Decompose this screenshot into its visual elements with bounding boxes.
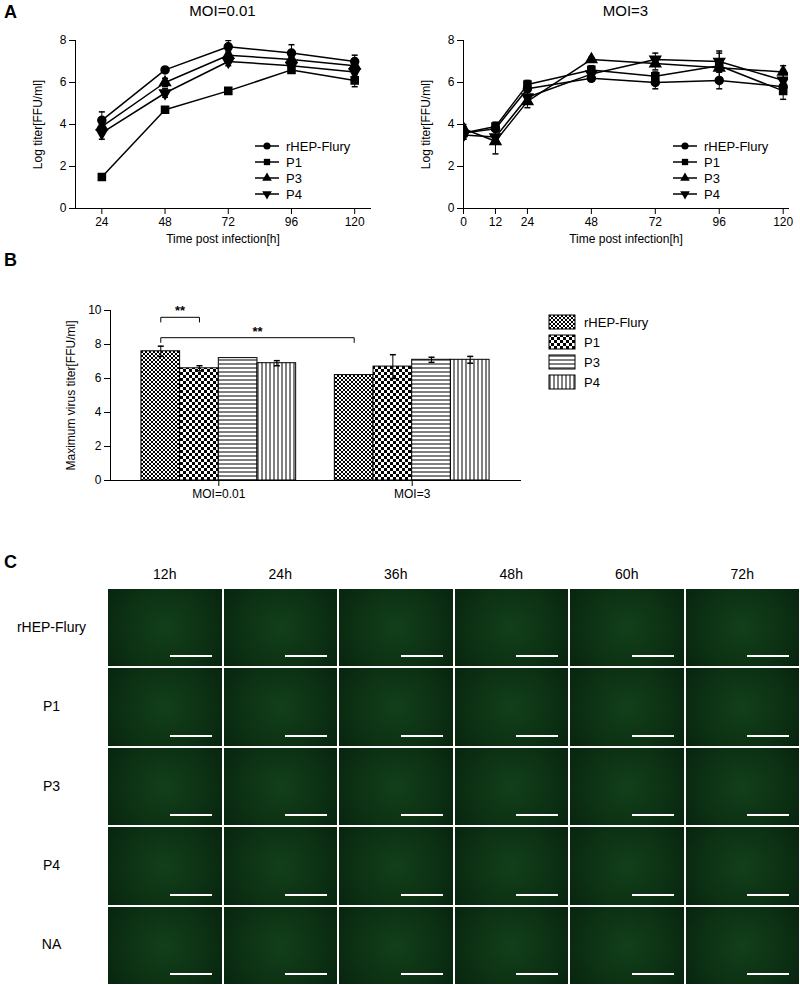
html-text:12h: 12h [153,566,177,582]
svg-text:MOI=0.01: MOI=0.01 [192,487,245,501]
html-text:rHEP-Flury: rHEP-Flury [286,138,351,154]
svg-text:4: 4 [448,117,455,131]
html-text:B: B [4,250,17,270]
html-text:P3: P3 [704,170,720,186]
svg-text:12: 12 [489,215,503,229]
svg-text:6: 6 [448,75,455,89]
html-text:P1: P1 [704,154,720,170]
svg-text:0: 0 [95,473,102,487]
html-text:P3: P3 [584,354,600,370]
html-text:P1: P1 [584,334,600,350]
svg-text:10: 10 [88,303,102,317]
svg-text:4: 4 [95,405,102,419]
html-text:P4: P4 [42,856,61,873]
svg-text:2: 2 [448,159,455,173]
svg-text:MOI=3: MOI=3 [394,487,431,501]
svg-text:Time post infection[h]: Time post infection[h] [166,232,280,246]
svg-text:8: 8 [448,33,455,47]
html-text:24h: 24h [268,566,292,582]
html-text:48h: 48h [499,566,523,582]
svg-text:48: 48 [158,215,172,229]
svg-text:24: 24 [521,215,535,229]
html-text:P3: P3 [286,170,302,186]
svg-text:2: 2 [95,439,102,453]
html-text:P4: P4 [704,186,720,202]
svg-text:120: 120 [773,215,793,229]
svg-text:**: ** [252,324,263,339]
html-text:NA: NA [41,936,62,953]
html-text:60h: 60h [615,566,639,582]
html-text:C: C [4,552,17,572]
svg-text:96: 96 [285,215,299,229]
svg-text:72: 72 [649,215,663,229]
svg-text:24: 24 [95,215,109,229]
svg-text:96: 96 [713,215,727,229]
html-text:P3: P3 [42,777,61,794]
svg-text:72: 72 [222,215,236,229]
html-text:P4: P4 [584,374,600,390]
svg-text:Log titer[FFU/ml]: Log titer[FFU/ml] [31,80,45,169]
html-text:36h: 36h [384,566,408,582]
svg-text:8: 8 [95,337,102,351]
html-text:A: A [4,2,17,22]
html-text:MOI=0.01: MOI=0.01 [189,2,256,19]
svg-text:4: 4 [60,117,67,131]
svg-text:0: 0 [448,201,455,215]
html-text:MOI=3: MOI=3 [602,2,649,19]
svg-text:Log titer[FFU/ml]: Log titer[FFU/ml] [419,80,433,169]
svg-text:Time post infection[h]: Time post infection[h] [569,232,683,246]
svg-text:0: 0 [460,215,467,229]
svg-text:8: 8 [60,33,67,47]
svg-text:**: ** [175,303,186,318]
html-text:72h: 72h [730,566,754,582]
svg-text:0: 0 [60,201,67,215]
html-text:rHEP-Flury: rHEP-Flury [584,314,649,330]
html-text:P1: P1 [42,698,61,715]
svg-text:6: 6 [95,371,102,385]
html-text:rHEP-Flury: rHEP-Flury [704,138,769,154]
svg-text:6: 6 [60,75,67,89]
svg-text:120: 120 [345,215,365,229]
html-text:P1: P1 [286,154,302,170]
svg-text:48: 48 [585,215,599,229]
html-text:rHEP-Flury: rHEP-Flury [16,618,87,635]
svg-text:Maximum virus titer[FFU/ml]: Maximum virus titer[FFU/ml] [64,321,78,471]
html-text:P4: P4 [286,186,302,202]
svg-text:2: 2 [60,159,67,173]
